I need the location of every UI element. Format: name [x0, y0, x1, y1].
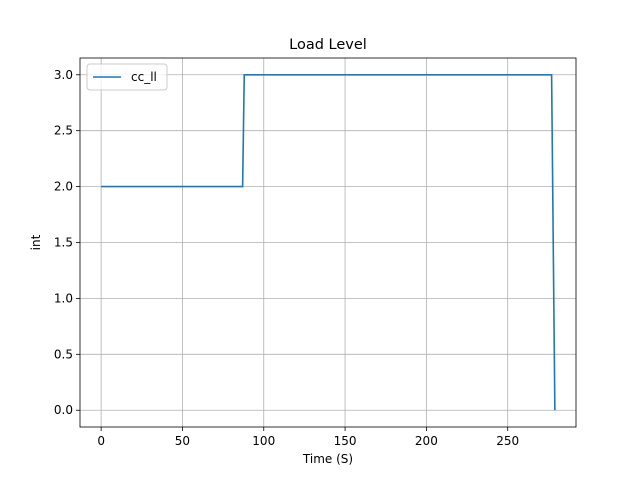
y-tick-label: 0.5	[54, 347, 73, 361]
y-tick-label: 1.0	[54, 291, 73, 305]
chart-title: Load Level	[289, 37, 367, 53]
y-tick-label: 3.0	[54, 68, 73, 82]
series-line-cc_ll	[101, 73, 556, 411]
y-tick-label: 2.0	[54, 180, 73, 194]
x-tick-label: 150	[334, 434, 357, 448]
series-layer	[101, 73, 556, 411]
y-axis-label: int	[29, 234, 43, 250]
x-axis-label: Time (S)	[302, 452, 353, 466]
x-tick-label: 0	[97, 434, 105, 448]
x-tick-label: 100	[252, 434, 275, 448]
y-tick-label: 2.5	[54, 124, 73, 138]
legend-box	[86, 63, 168, 91]
y-tick-label: 1.5	[54, 236, 73, 250]
x-tick-label: 250	[496, 434, 519, 448]
ticks: 0 50 100 150 200 250 0.0 0.5 1.0 1.5 2.0 2.5 3.0	[54, 68, 519, 448]
legend-label-cc_ll: cc_ll	[131, 70, 157, 84]
x-tick-label: 200	[415, 434, 438, 448]
y-tick-label: 0.0	[54, 403, 73, 417]
legend: cc_ll	[86, 63, 168, 91]
x-tick-label: 50	[175, 434, 190, 448]
grid	[80, 58, 576, 427]
